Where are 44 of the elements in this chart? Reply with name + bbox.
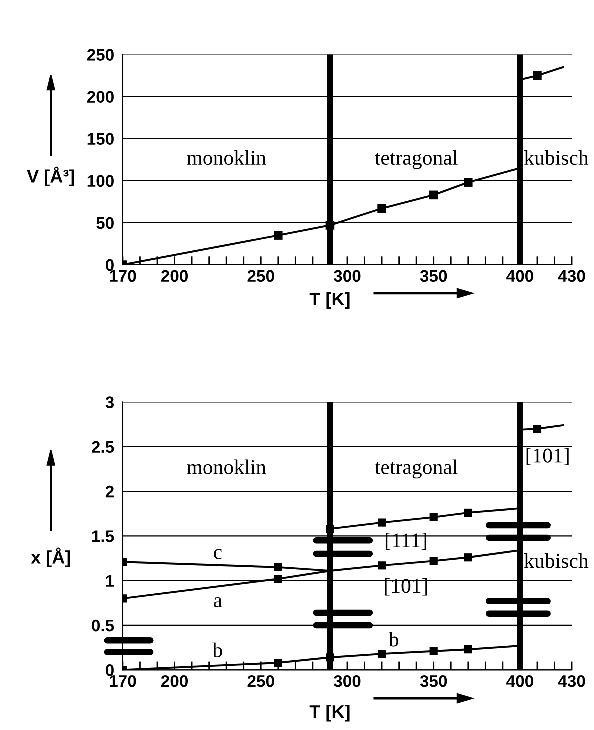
annotation: kubisch (524, 554, 589, 568)
y-tick-label: 100 (88, 175, 114, 188)
y-tick-label: 0.5 (92, 620, 114, 632)
y-axis-title: x [Å] (31, 548, 70, 568)
x-tick-label: 300 (334, 270, 361, 282)
annotation: tetragonal (375, 150, 458, 170)
x-tick-label: 350 (420, 675, 448, 688)
annotation: [101] (385, 578, 428, 596)
annotation: kubisch (524, 150, 589, 166)
y-tick-label: 150 (88, 133, 114, 146)
annotation: c (214, 549, 222, 560)
annotation: b (212, 642, 222, 658)
x-tick-label: 170 (110, 270, 136, 282)
annotation: monoklin (187, 150, 266, 166)
x-tick-label: 350 (420, 270, 448, 282)
y-axis-title: V [Å³] (27, 166, 74, 187)
x-tick-label: 250 (248, 675, 274, 688)
annotation: tetragonal (375, 460, 458, 479)
x-axis-title: T [K] (310, 704, 350, 722)
annotation: b (388, 632, 399, 647)
y-tick-label: 0 (106, 259, 114, 272)
x-tick-label: 430 (558, 675, 586, 688)
x-tick-label: 300 (334, 675, 361, 688)
x-tick-label: 400 (506, 270, 534, 282)
x-tick-label: 200 (161, 675, 188, 688)
y-tick-label: 2 (106, 486, 114, 498)
y-tick-label: 200 (87, 91, 114, 103)
x-axis-title: T [K] (310, 292, 350, 310)
y-tick-label: 0 (106, 664, 114, 676)
annotation: a (214, 598, 222, 608)
y-tick-label: 1 (106, 575, 114, 587)
x-tick-label: 170 (110, 675, 136, 688)
annotation: [111] (386, 532, 426, 550)
x-tick-label: 400 (506, 675, 534, 688)
y-tick-label: 1.5 (92, 530, 114, 542)
x-tick-label: 200 (161, 270, 188, 282)
annotation: [101] (526, 448, 569, 466)
annotation: monoklin (187, 460, 266, 474)
y-tick-label: 250 (87, 49, 114, 61)
x-tick-label: 250 (248, 270, 274, 282)
y-tick-label: 3 (106, 396, 114, 408)
y-tick-label: 50 (96, 217, 114, 230)
y-tick-label: 2.5 (92, 441, 114, 454)
x-tick-label: 430 (558, 270, 586, 282)
